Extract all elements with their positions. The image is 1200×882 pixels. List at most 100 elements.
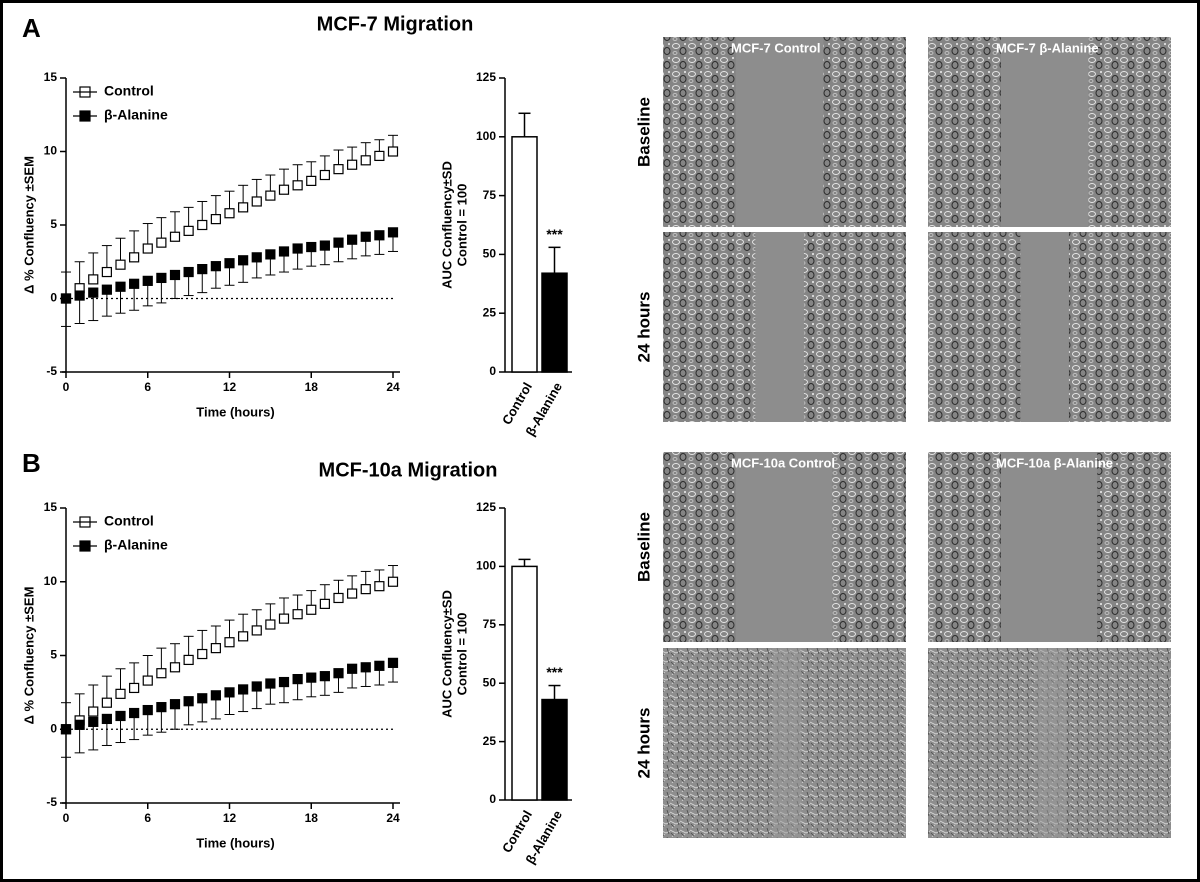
marker xyxy=(292,609,303,620)
panel-label: A xyxy=(22,13,41,43)
bar xyxy=(511,565,538,801)
legend-label: Control xyxy=(104,83,154,99)
marker xyxy=(333,592,344,604)
significance: *** xyxy=(546,664,563,680)
marker xyxy=(142,675,153,686)
marker xyxy=(347,588,358,599)
row-label: Baseline xyxy=(634,97,653,167)
micrograph xyxy=(663,37,906,227)
marker xyxy=(238,631,249,642)
marker xyxy=(360,231,371,242)
image-title: MCF-7 β-Alanine xyxy=(996,40,1099,55)
scratch-gap xyxy=(1000,37,1089,227)
y-tick-label: 0 xyxy=(489,792,496,806)
bar xyxy=(541,272,568,373)
y-tick-label: 25 xyxy=(483,305,497,319)
marker xyxy=(319,240,330,251)
marker xyxy=(115,259,126,270)
marker xyxy=(169,269,181,281)
row-label: Baseline xyxy=(634,512,653,582)
y-tick-label: 5 xyxy=(50,648,57,662)
marker xyxy=(88,274,99,285)
scratch-gap xyxy=(1000,452,1098,642)
marker xyxy=(142,243,153,254)
marker xyxy=(333,668,344,679)
chart-title: MCF-7 Migration xyxy=(317,13,474,35)
marker xyxy=(360,662,371,673)
marker xyxy=(88,287,99,298)
marker xyxy=(265,190,276,201)
y-tick-label: 15 xyxy=(44,70,58,84)
y-axis-label: Δ % Confluency ±SEM xyxy=(21,587,36,725)
marker xyxy=(306,604,317,615)
marker xyxy=(88,706,99,717)
image-title: MCF-10a β-Alanine xyxy=(996,455,1113,470)
x-tick-label: 0 xyxy=(63,380,70,394)
micrograph xyxy=(663,232,906,422)
micrograph xyxy=(663,648,906,838)
marker xyxy=(129,707,140,719)
y-axis-label: AUC Confluency±SD xyxy=(439,161,454,289)
marker xyxy=(306,175,317,186)
marker xyxy=(292,673,303,685)
marker xyxy=(387,146,399,157)
marker xyxy=(265,678,276,689)
chart-title: MCF-10a Migration xyxy=(319,459,498,481)
micrograph xyxy=(928,37,1171,227)
x-tick-label: 0 xyxy=(63,811,70,825)
marker xyxy=(292,180,303,191)
micrograph xyxy=(928,452,1171,642)
y-tick-label: 15 xyxy=(44,500,58,514)
scratch-gap xyxy=(735,452,833,642)
scratch-trace xyxy=(1037,648,1067,838)
marker xyxy=(265,249,276,260)
marker xyxy=(387,657,399,668)
marker xyxy=(129,252,140,263)
marker xyxy=(387,227,399,238)
marker xyxy=(319,169,330,181)
marker xyxy=(101,266,112,278)
marker xyxy=(115,281,126,292)
marker xyxy=(319,598,330,609)
marker xyxy=(74,719,85,730)
y-tick-label: 75 xyxy=(483,617,497,631)
marker xyxy=(251,196,262,207)
marker xyxy=(347,159,358,170)
image-title: MCF-7 Control xyxy=(731,40,821,55)
y-tick-label: 50 xyxy=(483,247,497,261)
marker xyxy=(306,672,317,683)
marker xyxy=(197,264,208,275)
marker xyxy=(142,275,153,286)
y-tick-label: -5 xyxy=(46,364,57,378)
marker xyxy=(278,246,290,257)
marker xyxy=(306,241,317,253)
y-tick-label: 125 xyxy=(476,70,496,84)
marker xyxy=(60,293,72,304)
marker xyxy=(210,261,221,272)
marker xyxy=(278,613,290,624)
x-tick-label: 6 xyxy=(144,811,151,825)
row-label: 24 hours xyxy=(634,708,653,779)
micrograph xyxy=(928,232,1171,422)
y-axis-label: Δ % Confluency ±SEM xyxy=(21,156,36,294)
marker xyxy=(333,237,344,248)
marker xyxy=(156,702,167,713)
y-tick-label: 100 xyxy=(476,129,496,143)
marker xyxy=(115,710,126,722)
scratch-gap xyxy=(1020,232,1069,422)
marker xyxy=(101,697,112,708)
marker xyxy=(224,687,235,698)
marker xyxy=(224,208,235,219)
marker xyxy=(142,704,153,716)
marker xyxy=(387,576,399,587)
legend-label: β-Alanine xyxy=(104,537,168,553)
x-tick-label: 12 xyxy=(223,380,237,394)
marker xyxy=(183,266,194,278)
marker xyxy=(197,693,208,704)
x-tick-label: 6 xyxy=(144,380,151,394)
marker xyxy=(74,290,85,301)
micrograph xyxy=(928,648,1171,838)
marker xyxy=(278,184,290,195)
marker xyxy=(60,724,72,735)
